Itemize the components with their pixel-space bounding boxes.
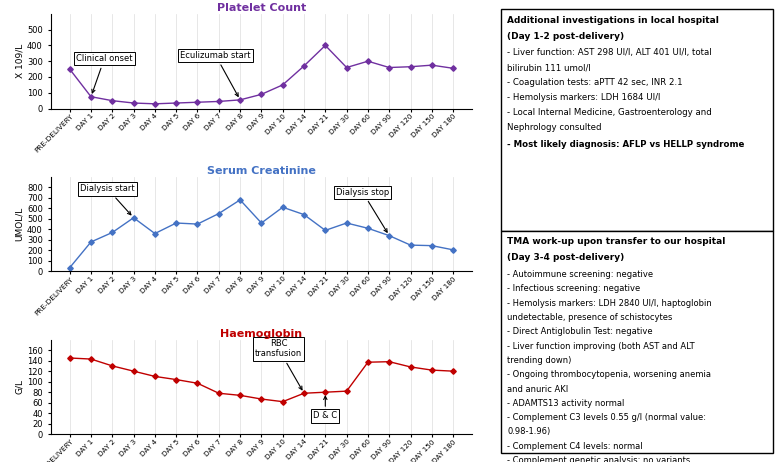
Text: - Complement C4 levels: normal: - Complement C4 levels: normal [507,442,643,451]
Text: undetectable, presence of schistocytes: undetectable, presence of schistocytes [507,313,673,322]
Text: - Direct Antiglobulin Test: negative: - Direct Antiglobulin Test: negative [507,327,653,336]
Text: - Autoimmune screening: negative: - Autoimmune screening: negative [507,270,653,279]
Text: Clinical onset: Clinical onset [76,54,133,93]
Y-axis label: UMOL/L: UMOL/L [16,207,24,241]
Text: (Day 3-4 post-delivery): (Day 3-4 post-delivery) [507,253,625,262]
Text: - Infectious screening: negative: - Infectious screening: negative [507,284,640,293]
Text: RBC
transfusion: RBC transfusion [255,339,302,390]
Text: - Hemolysis markers: LDH 1684 UI/l: - Hemolysis markers: LDH 1684 UI/l [507,93,660,102]
Text: - Complement genetic analysis: no variants: - Complement genetic analysis: no varian… [507,456,691,462]
Text: - Coagulation tests: aPTT 42 sec, INR 2.1: - Coagulation tests: aPTT 42 sec, INR 2.… [507,78,683,87]
Text: Additional investigations in local hospital: Additional investigations in local hospi… [507,16,720,24]
Text: bilirubin 111 umol/l: bilirubin 111 umol/l [507,63,591,72]
Text: - ADAMTS13 activity normal: - ADAMTS13 activity normal [507,399,625,408]
Text: D & C: D & C [313,396,337,420]
Title: Serum Creatinine: Serum Creatinine [207,166,315,176]
Text: Dialysis start: Dialysis start [80,184,135,215]
Text: - Hemolysis markers: LDH 2840 UI/l, haptoglobin: - Hemolysis markers: LDH 2840 UI/l, hapt… [507,298,713,308]
Text: - Liver function improving (both AST and ALT: - Liver function improving (both AST and… [507,341,695,351]
Text: and anuric AKI: and anuric AKI [507,384,569,394]
Text: Nephrology consulted: Nephrology consulted [507,123,602,132]
Title: Haemoglobin: Haemoglobin [221,329,302,339]
Text: Eculizumab start: Eculizumab start [180,51,251,97]
Text: TMA work-up upon transfer to our hospital: TMA work-up upon transfer to our hospita… [507,237,726,246]
Text: - Most likely diagnosis: AFLP vs HELLP syndrome: - Most likely diagnosis: AFLP vs HELLP s… [507,140,745,149]
Y-axis label: G/L: G/L [16,379,24,395]
Text: Dialysis stop: Dialysis stop [336,188,389,232]
Text: - Ongoing thrombocytopenia, worsening anemia: - Ongoing thrombocytopenia, worsening an… [507,370,712,379]
Text: 0.98-1.96): 0.98-1.96) [507,427,551,437]
Title: Platelet Count: Platelet Count [217,3,306,13]
Text: - Complement C3 levels 0.55 g/l (normal value:: - Complement C3 levels 0.55 g/l (normal … [507,413,706,422]
Text: (Day 1-2 post-delivery): (Day 1-2 post-delivery) [507,31,625,41]
Text: trending down): trending down) [507,356,572,365]
Text: - Local Internal Medicine, Gastroenterology and: - Local Internal Medicine, Gastroenterol… [507,108,713,117]
Y-axis label: X 109/L: X 109/L [16,44,24,79]
Text: - Liver function: AST 298 UI/l, ALT 401 UI/l, total: - Liver function: AST 298 UI/l, ALT 401 … [507,48,712,57]
